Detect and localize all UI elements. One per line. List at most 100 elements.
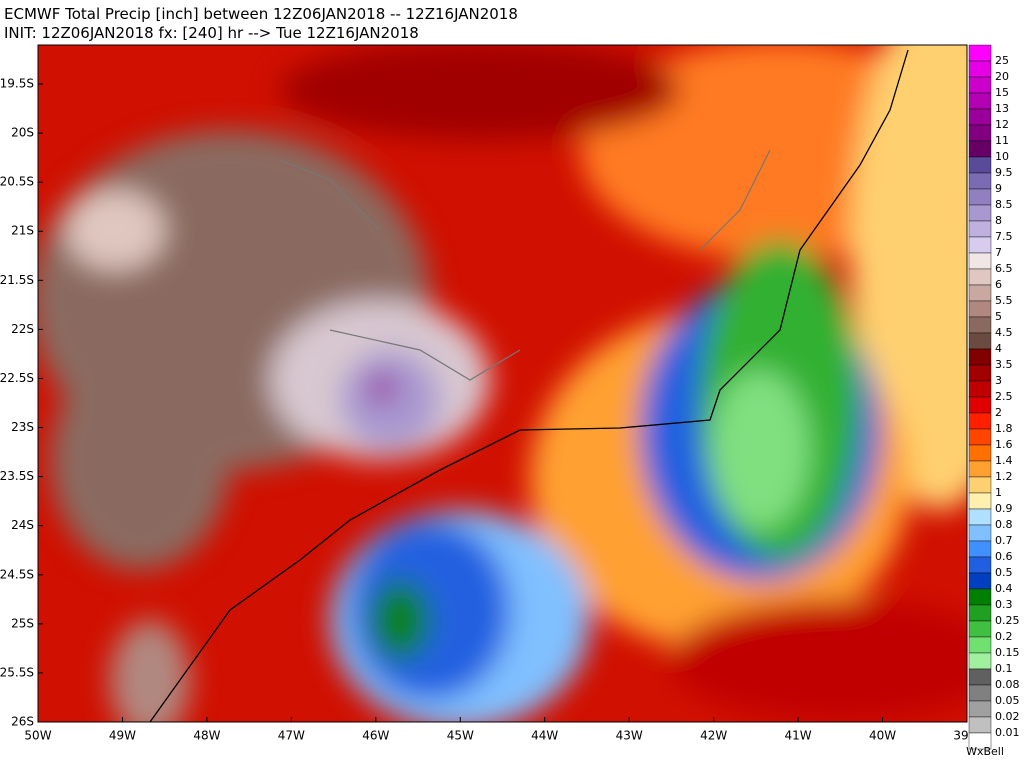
colorbar-box (968, 332, 992, 350)
colorbar-box (968, 556, 992, 574)
colorbar-box (968, 460, 992, 478)
colorbar-label: 20 (995, 70, 1009, 83)
colorbar-label: 8.5 (995, 198, 1013, 211)
colorbar-box (968, 348, 992, 366)
colorbar-box (968, 44, 992, 62)
colorbar-label: 6.5 (995, 262, 1013, 275)
colorbar-label: 0.02 (995, 710, 1020, 723)
colorbar-label: 6 (995, 278, 1002, 291)
lat-label: 26S (11, 715, 34, 729)
lon-label: 49W (109, 729, 136, 743)
colorbar-box (968, 476, 992, 494)
lon-label: 45W (447, 729, 474, 743)
colorbar-box (968, 588, 992, 606)
colorbar-label: 5.5 (995, 294, 1013, 307)
lon-label: 41W (785, 729, 812, 743)
colorbar-box (968, 716, 992, 734)
colorbar-label: 1.2 (995, 470, 1013, 483)
colorbar-label: 3.5 (995, 358, 1013, 371)
colorbar-box (968, 172, 992, 190)
colorbar-box (968, 252, 992, 270)
precip-field (38, 45, 967, 722)
colorbar-label: 2 (995, 406, 1002, 419)
colorbar-label: 0.05 (995, 694, 1020, 707)
colorbar-box (968, 364, 992, 382)
colorbar-label: 11 (995, 134, 1009, 147)
colorbar-label: 13 (995, 102, 1009, 115)
colorbar-box (968, 604, 992, 622)
colorbar-label: 0.6 (995, 550, 1013, 563)
colorbar-label: 2.5 (995, 390, 1013, 403)
colorbar-label: 15 (995, 86, 1009, 99)
colorbar-label: 7.5 (995, 230, 1013, 243)
lon-label: 50W (24, 729, 51, 743)
colorbar-label: 1.4 (995, 454, 1013, 467)
lat-label: 22.5S (0, 371, 34, 385)
colorbar-label: 0.3 (995, 598, 1013, 611)
lon-label: 40W (869, 729, 896, 743)
lat-label: 24S (11, 518, 34, 532)
colorbar-box (968, 636, 992, 654)
lat-label: 25S (11, 616, 34, 630)
credit: WxBell (966, 745, 1004, 758)
colorbar-label: 3 (995, 374, 1002, 387)
colorbar-box (968, 396, 992, 414)
colorbar-label: 0.7 (995, 534, 1013, 547)
colorbar-box (968, 508, 992, 526)
colorbar-box (968, 156, 992, 174)
colorbar-box (968, 316, 992, 334)
colorbar-label: 0.8 (995, 518, 1013, 531)
colorbar-label: 0.15 (995, 646, 1020, 659)
colorbar-label: 8 (995, 214, 1002, 227)
colorbar-box (968, 572, 992, 590)
lat-label: 21.5S (0, 273, 34, 287)
lat-label: 20S (11, 126, 34, 140)
lat-label: 19.5S (0, 77, 34, 91)
lon-label: 46W (362, 729, 389, 743)
colorbar-box (968, 124, 992, 142)
title-line-2: INIT: 12Z06JAN2018 fx: [240] hr --> Tue … (4, 24, 419, 42)
colorbar-label: 9.5 (995, 166, 1013, 179)
colorbar-box (968, 380, 992, 398)
colorbar-box (968, 620, 992, 638)
lon-label: 48W (193, 729, 220, 743)
colorbar-box (968, 540, 992, 558)
lat-label: 21S (11, 224, 34, 238)
lat-label: 23S (11, 420, 34, 434)
colorbar-box (968, 284, 992, 302)
colorbar-label: 5 (995, 310, 1002, 323)
colorbar-box (968, 444, 992, 462)
colorbar-label: 10 (995, 150, 1009, 163)
colorbar-box (968, 652, 992, 670)
colorbar-label: 0.4 (995, 582, 1013, 595)
colorbar-box (968, 412, 992, 430)
colorbar-box (968, 140, 992, 158)
colorbar-label: 4 (995, 342, 1002, 355)
colorbar-box (968, 76, 992, 94)
lon-label: 43W (616, 729, 643, 743)
colorbar-label: 0.25 (995, 614, 1020, 627)
colorbar-label: 0.2 (995, 630, 1013, 643)
colorbar-label: 0.08 (995, 678, 1020, 691)
lon-label: 47W (278, 729, 305, 743)
colorbar-box (968, 92, 992, 110)
lat-label: 25.5S (0, 665, 34, 679)
colorbar-label: 9 (995, 182, 1002, 195)
colorbar-label: 0.1 (995, 662, 1013, 675)
colorbar-label: 0.01 (995, 726, 1020, 739)
colorbar-label: 7 (995, 246, 1002, 259)
colorbar-box (968, 236, 992, 254)
colorbar-box (968, 220, 992, 238)
colorbar-box (968, 700, 992, 718)
colorbar-label: 25 (995, 54, 1009, 67)
colorbar-box (968, 268, 992, 286)
colorbar-label: 12 (995, 118, 1009, 131)
colorbar-label: 0.9 (995, 502, 1013, 515)
colorbar-box (968, 108, 992, 126)
colorbar-box (968, 684, 992, 702)
lat-label: 22S (11, 322, 34, 336)
colorbar-label: 1.6 (995, 438, 1013, 451)
colorbar-box (968, 732, 992, 750)
lat-label: 23.5S (0, 469, 34, 483)
